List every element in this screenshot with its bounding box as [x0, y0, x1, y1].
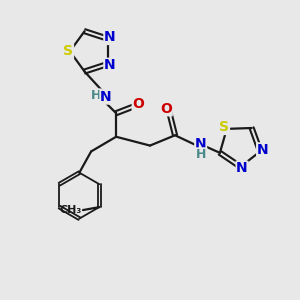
- Text: N: N: [100, 90, 112, 104]
- Text: N: N: [195, 137, 206, 151]
- Text: H: H: [91, 89, 101, 102]
- Text: N: N: [236, 161, 248, 175]
- Text: N: N: [104, 58, 116, 72]
- Text: N: N: [104, 30, 116, 44]
- Text: CH₃: CH₃: [59, 205, 82, 215]
- Text: O: O: [132, 98, 144, 111]
- Text: S: S: [219, 120, 230, 134]
- Text: H: H: [196, 148, 207, 161]
- Text: O: O: [160, 102, 172, 116]
- Text: S: S: [63, 44, 74, 58]
- Text: N: N: [257, 143, 268, 157]
